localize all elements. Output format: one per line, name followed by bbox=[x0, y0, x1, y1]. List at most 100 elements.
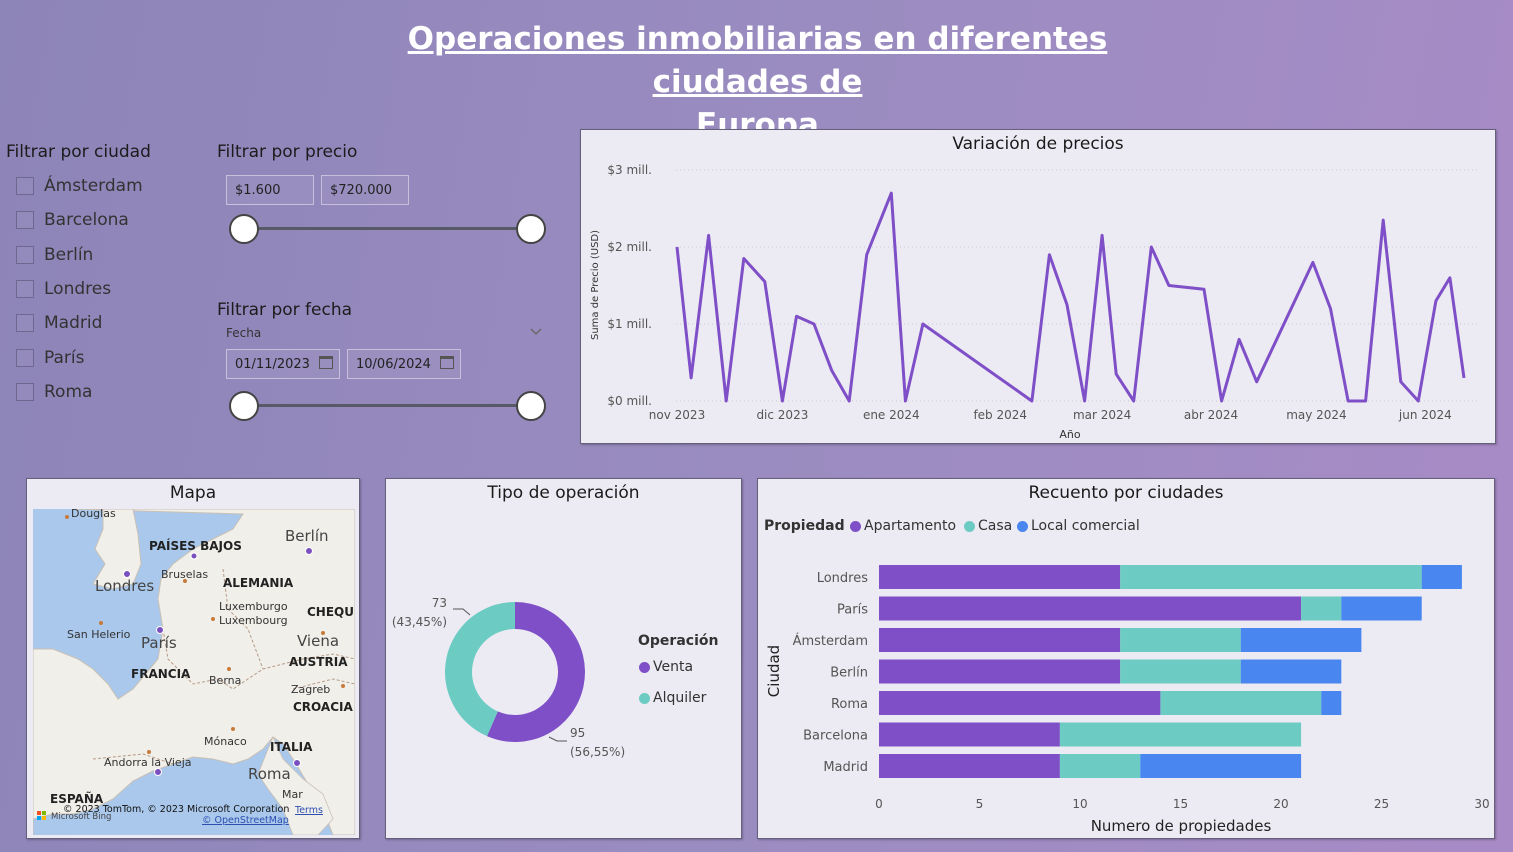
y-tick-label: Berlín bbox=[830, 666, 868, 681]
date-start-input[interactable]: 01/11/2023 bbox=[226, 349, 340, 379]
map-place-zagreb: Zagreb bbox=[291, 683, 331, 696]
map-city-rome: Roma bbox=[248, 765, 291, 783]
line-chart[interactable]: $0 mill. $1 mill. $2 mill. $3 mill. nov 2023… bbox=[581, 130, 1495, 443]
map-panel: Mapa Douglas PAÍSES BAJOS Berlín Brusela… bbox=[26, 478, 360, 839]
calendar-icon[interactable] bbox=[440, 356, 454, 369]
map-copyright: © 2023 TomTom, © 2023 Microsoft Corporat… bbox=[63, 804, 290, 815]
date-slider-track[interactable] bbox=[244, 404, 532, 407]
city-filter-item-label: Berlín bbox=[44, 244, 94, 265]
y-axis-label: Suma de Precio (USD) bbox=[590, 230, 601, 340]
bar-segment[interactable] bbox=[1120, 628, 1241, 652]
price-slider-min-handle[interactable] bbox=[229, 214, 259, 244]
checkbox[interactable] bbox=[16, 245, 34, 264]
leader-line bbox=[548, 736, 567, 742]
bar-segment[interactable] bbox=[1240, 659, 1342, 684]
bar-chart-title: Recuento por ciudades bbox=[1028, 483, 1224, 503]
bar-segment[interactable] bbox=[879, 722, 1060, 747]
city-filter-item[interactable]: Berlín bbox=[16, 244, 93, 266]
bar-segment[interactable] bbox=[1301, 596, 1342, 621]
city-filter-item[interactable]: Madrid bbox=[16, 312, 102, 334]
bar-segment[interactable] bbox=[1240, 628, 1362, 652]
map-place-monaco: Mónaco bbox=[204, 735, 247, 748]
map-title: Mapa bbox=[169, 483, 217, 503]
date-end-value: 10/06/2024 bbox=[356, 357, 431, 372]
bar-segment[interactable] bbox=[879, 565, 1121, 589]
bar-segment[interactable] bbox=[879, 754, 1060, 778]
city-filter-item[interactable]: Londres bbox=[16, 278, 111, 300]
bar-segment[interactable] bbox=[1120, 659, 1241, 684]
checkbox[interactable] bbox=[16, 211, 34, 230]
price-min-input[interactable]: $1.600 bbox=[226, 175, 314, 205]
y-tick-label: París bbox=[837, 603, 868, 618]
city-filter-item[interactable]: Roma bbox=[16, 381, 92, 403]
map-canvas[interactable]: Douglas PAÍSES BAJOS Berlín Bruselas Lon… bbox=[33, 509, 355, 835]
calendar-icon[interactable] bbox=[319, 356, 333, 369]
donut-chart[interactable]: 95 (56,55%) 73 (43,45%) bbox=[386, 479, 741, 838]
map-osm-link[interactable]: © OpenStreetMap bbox=[202, 815, 289, 826]
bar-segment[interactable] bbox=[879, 691, 1161, 715]
bar-legend-casa[interactable]: Casa bbox=[964, 518, 1012, 534]
donut-slice-venta[interactable] bbox=[487, 602, 585, 742]
map-country-austria: AUSTRIA bbox=[289, 655, 348, 669]
date-end-input[interactable]: 10/06/2024 bbox=[347, 349, 461, 379]
bing-logo-icon bbox=[37, 811, 47, 821]
bar-legend-local[interactable]: Local comercial bbox=[1017, 518, 1140, 534]
bar-segment[interactable] bbox=[879, 596, 1302, 621]
leader-line bbox=[453, 608, 471, 616]
chevron-down-icon[interactable] bbox=[530, 328, 542, 336]
map-land bbox=[33, 509, 355, 835]
donut-legend-alquiler[interactable]: Alquiler bbox=[639, 690, 706, 706]
x-tick-label: ene 2024 bbox=[863, 408, 920, 422]
price-max-input[interactable]: $720.000 bbox=[321, 175, 409, 205]
city-filter-item-label: Roma bbox=[44, 381, 93, 402]
map-country-spain: ESPAÑA bbox=[50, 792, 104, 806]
city-filter-item[interactable]: Barcelona bbox=[16, 209, 129, 231]
bar-segment[interactable] bbox=[1321, 691, 1342, 715]
bar-segment[interactable] bbox=[1421, 565, 1462, 589]
city-filter-item-label: Ámsterdam bbox=[44, 176, 143, 196]
report-title-line1: Operaciones inmobiliarias en diferentes … bbox=[407, 21, 1108, 100]
donut-legend-venta[interactable]: Venta bbox=[639, 659, 693, 675]
checkbox[interactable] bbox=[16, 177, 34, 195]
bar-segment[interactable] bbox=[1341, 596, 1422, 621]
map-terms-link[interactable]: Terms bbox=[295, 805, 323, 816]
series-line[interactable] bbox=[675, 191, 1466, 403]
y-tick-label: $3 mill. bbox=[607, 163, 652, 177]
bar-segment[interactable] bbox=[1160, 691, 1322, 715]
bar-segment[interactable] bbox=[1120, 565, 1422, 589]
bar-segment[interactable] bbox=[879, 628, 1121, 652]
bar-segment[interactable] bbox=[1059, 754, 1141, 778]
donut-legend-alquiler-label: Alquiler bbox=[653, 690, 707, 706]
checkbox[interactable] bbox=[16, 279, 34, 298]
donut-title: Tipo de operación bbox=[487, 483, 640, 503]
bar-segment[interactable] bbox=[1140, 754, 1302, 778]
map-place-mar: Mar bbox=[282, 788, 303, 801]
bar-legend-apartamento[interactable]: Apartamento bbox=[850, 518, 956, 534]
date-slider-end-handle[interactable] bbox=[516, 391, 546, 421]
y-tick-label: $2 mill. bbox=[607, 240, 652, 254]
city-filter-item[interactable]: Ámsterdam bbox=[16, 175, 143, 197]
map-place-san-helerio: San Helerio bbox=[67, 628, 131, 641]
city-filter-item[interactable]: París bbox=[16, 347, 84, 369]
city-count-panel: Recuento por ciudades Propiedad Apartame… bbox=[757, 478, 1495, 839]
price-slider-track[interactable] bbox=[244, 227, 532, 230]
bar-chart[interactable]: Londres París Ámsterdam Berlín Roma Barcelona… bbox=[758, 479, 1494, 838]
date-slider-start-handle[interactable] bbox=[229, 391, 259, 421]
map-country-italy: ITALIA bbox=[270, 740, 313, 754]
checkbox[interactable] bbox=[16, 314, 34, 333]
donut-label-alquiler-pct: (43,45%) bbox=[392, 615, 447, 629]
donut-label-venta-value: 95 bbox=[570, 726, 585, 740]
city-filter-item-label: Madrid bbox=[44, 313, 103, 334]
map-place-douglas: Douglas bbox=[71, 509, 116, 520]
donut-slice-alquiler[interactable] bbox=[445, 602, 515, 737]
bar-segment[interactable] bbox=[879, 659, 1121, 684]
x-tick-label: 0 bbox=[875, 797, 883, 811]
bar-segment[interactable] bbox=[1059, 722, 1302, 747]
map-city-berlin: Berlín bbox=[285, 527, 329, 545]
map-place-brussels: Bruselas bbox=[161, 568, 209, 581]
y-tick-label: $0 mill. bbox=[607, 394, 652, 408]
checkbox[interactable] bbox=[16, 348, 34, 367]
price-slider-max-handle[interactable] bbox=[516, 214, 546, 244]
donut-legend-venta-label: Venta bbox=[653, 659, 694, 675]
checkbox[interactable] bbox=[16, 382, 34, 401]
